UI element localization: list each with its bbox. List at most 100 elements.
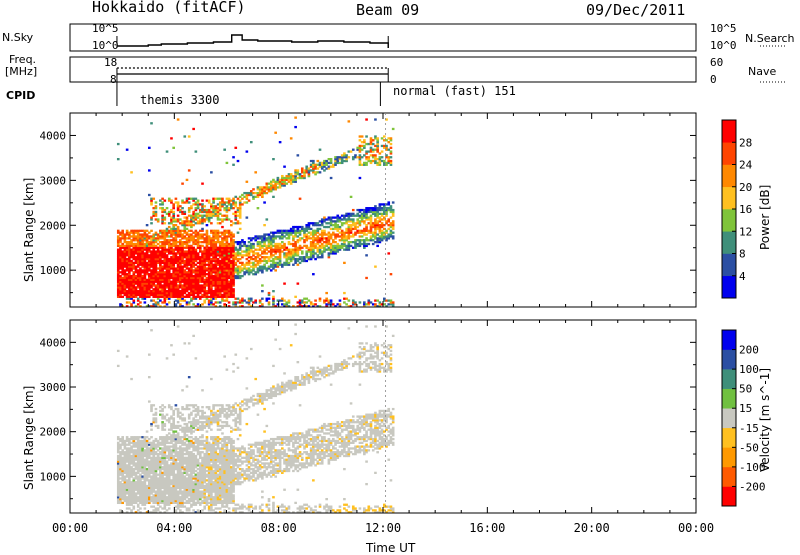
power-cell	[367, 243, 370, 245]
power-cell	[177, 118, 180, 120]
velocity-cell	[181, 389, 184, 391]
power-cell	[390, 205, 393, 207]
power-cell	[243, 241, 246, 243]
power-cell	[319, 298, 322, 300]
velocity-cell	[164, 423, 167, 425]
velocity-cell	[150, 429, 153, 431]
power-cell	[181, 207, 184, 209]
power-cell	[250, 298, 253, 300]
power-cell	[352, 218, 355, 220]
power-cell	[312, 273, 315, 275]
velocity-cell	[144, 507, 147, 509]
power-cell	[183, 211, 186, 213]
velocity-cell	[121, 436, 124, 438]
power-cell	[359, 177, 362, 179]
power-cell	[232, 156, 235, 158]
power-cell	[177, 201, 180, 203]
power-cell	[208, 199, 211, 201]
power-cell	[261, 290, 264, 292]
power-cell	[283, 166, 286, 168]
power-cell	[148, 169, 151, 171]
power-cell	[164, 216, 167, 218]
velocity-cell	[155, 417, 158, 419]
velocity-cell	[150, 436, 153, 438]
velocity-cell	[150, 329, 153, 331]
power-cell	[376, 137, 379, 139]
power-cell	[343, 262, 346, 264]
power-cell	[139, 301, 142, 303]
velocity-cell	[117, 350, 120, 352]
power-cell	[381, 156, 384, 158]
velocity-cell	[177, 325, 180, 327]
velocity-cell	[132, 505, 135, 507]
power-cell	[374, 118, 377, 120]
power-cell	[261, 298, 264, 300]
power-cell	[254, 299, 257, 301]
power-cell	[319, 149, 322, 151]
velocity-cell	[177, 408, 180, 410]
power-cell	[226, 215, 229, 217]
power-cell	[363, 139, 366, 141]
power-cell	[164, 222, 167, 224]
power-cell	[168, 301, 171, 303]
power-cell	[232, 233, 235, 235]
velocity-cell	[175, 404, 178, 406]
power-cell	[248, 199, 251, 201]
power-cell	[361, 135, 364, 137]
power-cell	[390, 150, 393, 152]
velocity-cell	[177, 432, 180, 434]
power-cell	[155, 211, 158, 213]
power-cell	[348, 120, 351, 122]
power-cell	[232, 164, 235, 166]
power-cell	[188, 169, 191, 171]
power-cell	[181, 183, 184, 185]
velocity-cell	[166, 357, 169, 359]
power-cell	[392, 232, 395, 234]
power-cell	[374, 266, 377, 268]
velocity-cell	[117, 365, 120, 367]
velocity-cell	[183, 342, 186, 344]
power-cell	[192, 128, 195, 130]
velocity-cell	[177, 421, 180, 423]
power-cell	[352, 149, 355, 151]
power-cell	[261, 303, 264, 305]
power-cell	[301, 250, 304, 252]
power-cell	[239, 222, 242, 224]
power-cell	[203, 205, 206, 207]
power-cell	[325, 292, 328, 294]
power-cell	[290, 137, 293, 139]
power-cell	[234, 147, 237, 149]
power-cell	[263, 201, 266, 203]
velocity-cell	[139, 507, 142, 509]
velocity-cell	[126, 355, 129, 357]
velocity-cell	[188, 376, 191, 378]
power-cell	[272, 290, 275, 292]
power-cell	[172, 211, 175, 213]
velocity-cell	[168, 507, 171, 509]
power-cell	[232, 288, 235, 290]
velocity-cell	[148, 354, 151, 356]
power-cell	[206, 230, 209, 232]
power-cell	[390, 143, 393, 145]
power-cell	[263, 224, 266, 226]
power-cell	[177, 215, 180, 217]
power-cell	[365, 118, 368, 120]
nsky-panel-frame	[70, 24, 696, 51]
velocity-cell	[152, 404, 155, 406]
power-cell	[272, 196, 275, 198]
nsky-trace	[117, 35, 388, 48]
power-cell	[268, 292, 271, 294]
power-cell	[188, 201, 191, 203]
velocity-heatmap-cells	[117, 323, 395, 513]
power-cell	[268, 301, 271, 303]
power-cell	[365, 254, 368, 256]
power-cell	[166, 150, 169, 152]
power-cell	[390, 147, 393, 149]
power-cell	[294, 117, 297, 119]
power-cell	[132, 299, 135, 301]
power-cell	[130, 171, 133, 173]
power-cell	[385, 145, 388, 147]
power-cell	[387, 201, 390, 203]
velocity-cell	[164, 406, 167, 408]
power-cell	[283, 282, 286, 284]
